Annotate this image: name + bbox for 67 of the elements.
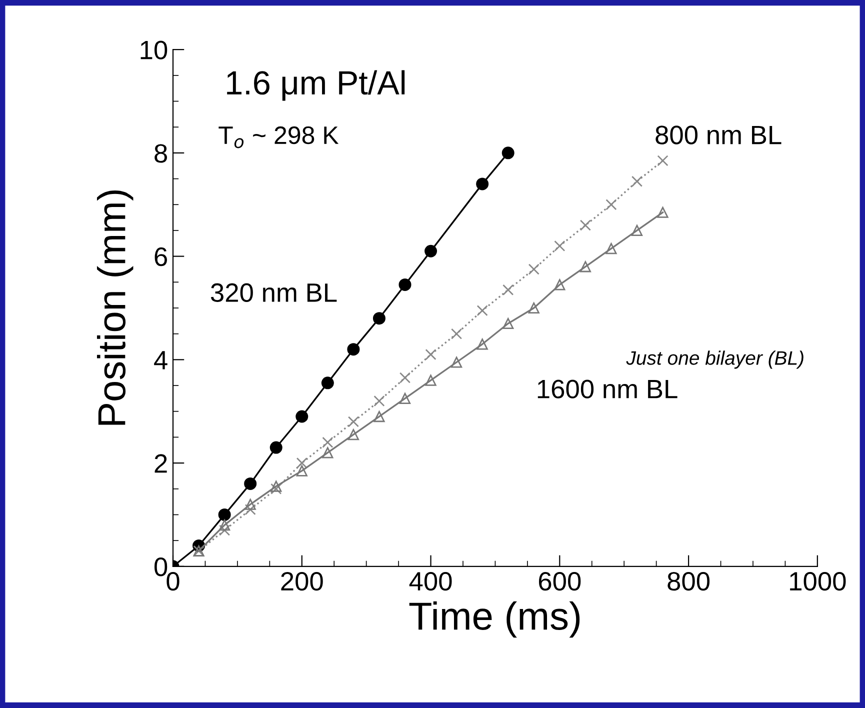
x-tick-label: 0 xyxy=(166,572,180,591)
point xyxy=(425,374,436,386)
point xyxy=(321,376,334,390)
x-tick-label: 1000 xyxy=(790,572,846,591)
point xyxy=(348,429,359,440)
point xyxy=(476,338,488,350)
y-axis-title: Position (mm) xyxy=(96,190,134,425)
y-tick-label: 4 xyxy=(154,351,168,370)
point xyxy=(580,220,591,231)
annotation: Just one bilayer (BL) xyxy=(626,350,804,369)
y-tick-label: 0 xyxy=(154,558,168,576)
point xyxy=(554,279,566,290)
point xyxy=(270,483,282,494)
x-tick-label: 600 xyxy=(538,572,581,591)
text: 1600 nm BL xyxy=(538,380,678,398)
point xyxy=(348,416,359,428)
point xyxy=(528,302,540,314)
point xyxy=(399,392,411,404)
x-tick-label: 800 xyxy=(668,572,710,591)
point xyxy=(631,176,643,187)
point xyxy=(502,318,514,330)
y-tick-label: 10 xyxy=(140,40,168,60)
y-tick-label: 8 xyxy=(154,144,167,163)
point xyxy=(270,480,282,492)
point xyxy=(502,284,514,296)
series-label: 320 nm BL xyxy=(210,283,337,302)
point xyxy=(424,244,438,258)
point xyxy=(657,155,668,166)
point xyxy=(476,178,489,190)
point xyxy=(270,441,282,454)
point xyxy=(244,498,256,510)
point xyxy=(657,206,668,218)
annotation: T$_{o}$ ~ 298 K xyxy=(218,126,339,148)
y-tick-label: 6 xyxy=(154,247,167,266)
point xyxy=(296,457,308,469)
point xyxy=(606,199,617,210)
point xyxy=(502,146,514,160)
point xyxy=(372,312,386,325)
point xyxy=(296,410,308,423)
point xyxy=(606,242,617,254)
x-tick-label: 200 xyxy=(281,572,323,591)
point xyxy=(450,328,462,340)
point xyxy=(631,224,643,236)
point xyxy=(347,343,360,356)
point xyxy=(244,477,257,490)
x-tick-label: 400 xyxy=(409,572,452,591)
point xyxy=(322,436,334,448)
point xyxy=(374,395,385,407)
x-axis-title: Time (ms) xyxy=(409,601,580,638)
point xyxy=(580,261,591,272)
point xyxy=(398,278,412,291)
point xyxy=(219,519,230,531)
point xyxy=(218,508,231,521)
point xyxy=(425,348,436,360)
point xyxy=(219,524,230,536)
y-tick-label: 2 xyxy=(154,454,167,473)
point xyxy=(476,305,488,316)
point xyxy=(374,410,385,422)
point xyxy=(244,504,256,516)
point xyxy=(450,356,462,368)
point xyxy=(528,264,540,275)
series-label: 800 nm BL xyxy=(656,126,782,144)
point xyxy=(399,372,411,384)
point xyxy=(554,240,566,252)
annotation: 1.6 μm Pt/Al xyxy=(227,70,405,101)
point xyxy=(296,465,308,476)
point xyxy=(322,447,334,458)
